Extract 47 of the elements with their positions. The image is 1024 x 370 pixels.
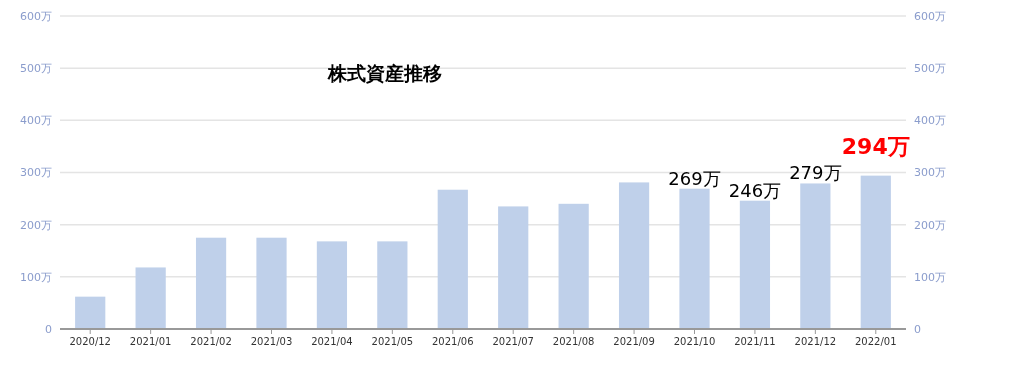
x-tick-label: 2021/01 [129,336,172,347]
x-tick-label: 2021/07 [492,336,534,347]
bar [377,241,408,329]
bar [558,203,589,329]
y2-tick-label: 600万 [914,9,946,23]
bar [256,237,287,329]
x-tick-label: 2021/09 [613,336,655,347]
x-tick-label: 2021/08 [552,336,595,347]
bar [679,188,710,329]
x-tick-label: 2021/06 [432,336,474,347]
y-tick-label: 100万 [20,270,52,284]
data-label: 246万 [728,179,782,201]
x-tick-label: 2022/01 [855,336,897,347]
bar [75,296,106,329]
y-tick-label: 200万 [20,218,52,232]
data-label: 294万 [841,133,910,159]
bar [860,175,891,329]
y2-tick-label: 200万 [914,218,946,232]
bar [316,241,348,329]
bar [135,267,166,329]
y-tick-label: 500万 [20,62,52,76]
bar [195,237,227,329]
x-tick-label: 2021/10 [673,336,716,347]
x-tick-label: 2020/12 [69,336,111,347]
y-tick-label: 600万 [20,9,52,23]
x-tick-label: 2021/12 [794,336,837,347]
bar [498,206,529,329]
data-label: 269万 [668,167,721,189]
data-label: 279万 [789,162,842,184]
y2-tick-label: 400万 [914,114,946,128]
y2-tick-label: 0 [914,322,921,336]
y2-tick-label: 100万 [914,270,946,284]
y2-tick-label: 500万 [914,62,946,76]
y-tick-label: 0 [45,322,52,336]
bar [437,189,468,329]
x-tick-label: 2021/05 [371,336,414,347]
y-tick-label: 400万 [20,114,52,128]
bar [739,200,771,329]
bar [800,183,831,329]
y-tick-label: 300万 [20,166,52,180]
x-tick-label: 2021/04 [311,336,353,347]
x-tick-label: 2021/02 [190,336,232,347]
x-tick-label: 2021/11 [734,336,776,347]
text: 株式資産推移 [327,62,442,84]
y2-tick-label: 300万 [914,166,946,180]
bar [618,182,650,329]
x-tick-label: 2021/03 [250,336,293,347]
